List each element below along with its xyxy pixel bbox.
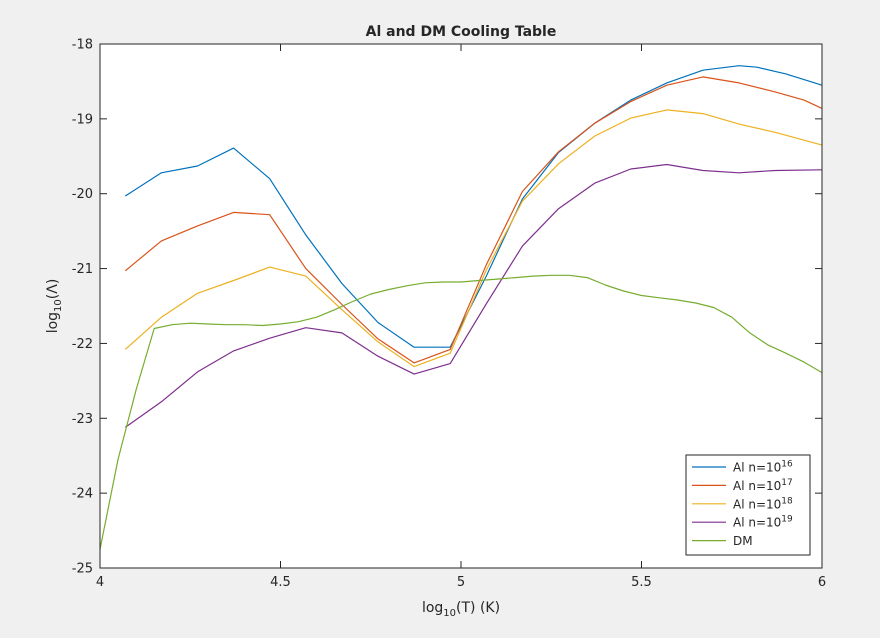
legend-label-exponent: 17: [781, 478, 792, 488]
x-tick-label: 6: [818, 575, 826, 590]
y-tick-label: -18: [72, 38, 93, 53]
legend-label-base: Al n=10: [733, 516, 781, 530]
x-tick-label: 4: [96, 575, 104, 590]
y-axis-label-base: log: [45, 312, 61, 333]
legend-box: [685, 454, 811, 556]
y-axis-ticks: -25 -24 -23 -22 -21 -20 -19 -18: [72, 38, 822, 577]
legend-label-al-n-10-19: Al n=1019: [733, 515, 793, 530]
legend-label-al-n-10-17: Al n=1017: [733, 478, 793, 493]
legend-label-exponent: 16: [781, 460, 793, 470]
legend-label-base: DM: [733, 534, 753, 548]
x-tick-label: 5: [457, 575, 465, 590]
legend-label-base: Al n=10: [733, 497, 781, 511]
y-tick-label: -24: [72, 487, 93, 502]
x-axis-label-unit: (T) (K): [456, 600, 500, 616]
x-axis-label-base: log: [422, 600, 443, 616]
chart-title: Al and DM Cooling Table: [366, 24, 557, 40]
series-line-al-n-10-19: [124, 163, 823, 428]
series-line-al-n-10-17: [124, 76, 823, 364]
legend-label-base: Al n=10: [733, 461, 781, 475]
legend-label-dm: DM: [733, 534, 753, 548]
legend-label-al-n-10-18: Al n=1018: [733, 496, 793, 511]
y-tick-label: -25: [72, 562, 93, 577]
y-axis-label-quantity: (Λ): [45, 279, 61, 300]
series-line-al-n-10-18: [124, 109, 823, 368]
x-tick-label: 5.5: [631, 575, 652, 590]
x-axis-label: log10(T) (K): [422, 600, 500, 619]
x-axis-ticks: 4 4.5 5 5.5 6: [96, 44, 826, 590]
series-line-al-n-10-16: [124, 65, 823, 348]
series-layer: [99, 65, 823, 550]
legend-label-exponent: 18: [781, 496, 793, 506]
y-tick-label: -21: [72, 262, 93, 277]
legend-label-exponent: 19: [781, 515, 793, 525]
y-axis-label: log10(Λ): [45, 279, 64, 334]
legend-label-base: Al n=10: [733, 479, 781, 493]
x-tick-label: 4.5: [270, 575, 291, 590]
y-tick-label: -19: [72, 112, 93, 127]
y-axis-label-subscript: 10: [53, 299, 64, 312]
y-tick-label: -20: [72, 187, 93, 202]
legend-label-al-n-10-16: Al n=1016: [733, 460, 793, 475]
y-tick-label: -22: [72, 337, 93, 352]
x-axis-label-subscript: 10: [443, 608, 456, 619]
series-line-dm: [99, 274, 823, 550]
y-tick-label: -23: [72, 412, 93, 427]
